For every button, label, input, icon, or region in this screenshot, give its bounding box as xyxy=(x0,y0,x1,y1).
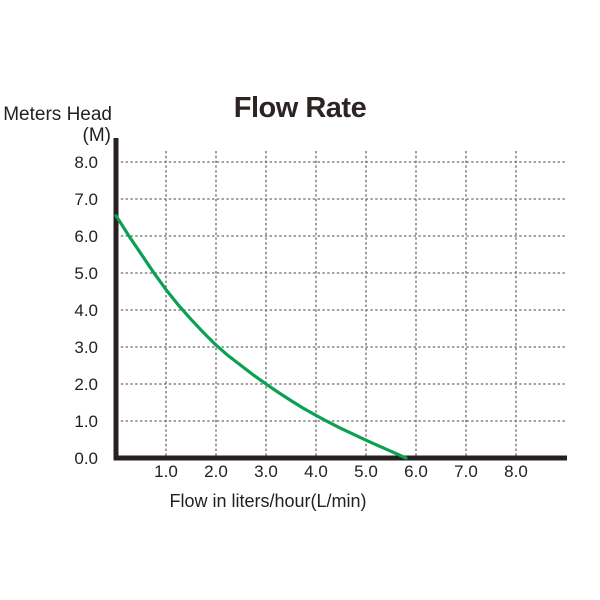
x-tick-label: 8.0 xyxy=(504,462,528,481)
y-axis-label: Meters Head xyxy=(3,104,112,125)
x-tick-label: 5.0 xyxy=(354,462,378,481)
x-axis-label: Flow in liters/hour(L/min) xyxy=(169,491,367,511)
y-tick-label: 4.0 xyxy=(74,301,98,320)
x-tick-label: 4.0 xyxy=(304,462,328,481)
y-tick-label: 2.0 xyxy=(74,375,98,394)
y-tick-label: 0.0 xyxy=(74,449,98,468)
x-tick-label: 7.0 xyxy=(454,462,478,481)
y-tick-label: 7.0 xyxy=(74,190,98,209)
y-tick-label: 3.0 xyxy=(74,338,98,357)
x-tick-label: 6.0 xyxy=(404,462,428,481)
x-tick-label: 2.0 xyxy=(204,462,228,481)
x-tick-label: 1.0 xyxy=(154,462,178,481)
pump-curve xyxy=(114,214,408,460)
chart-title: Flow Rate xyxy=(233,92,367,124)
y-tick-label: 8.0 xyxy=(74,153,98,172)
y-tick-label: 1.0 xyxy=(74,412,98,431)
y-tick-label: 6.0 xyxy=(74,227,98,246)
y-axis-unit-label: (M) xyxy=(82,125,111,146)
y-tick-label: 5.0 xyxy=(74,264,98,283)
x-tick-label: 3.0 xyxy=(254,462,278,481)
